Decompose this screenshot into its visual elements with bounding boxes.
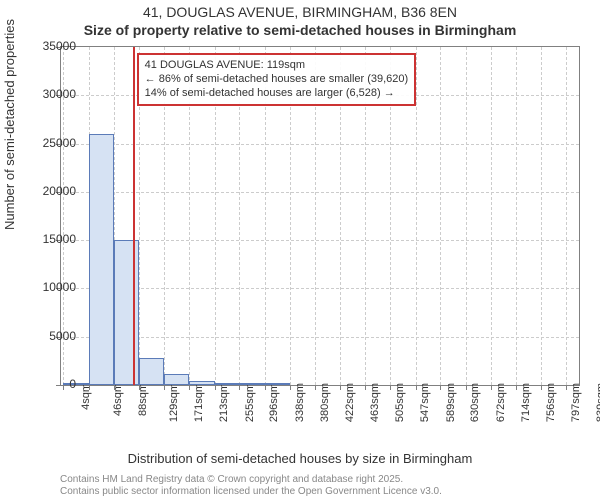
property-marker-line: [133, 47, 135, 385]
y-tick-label: 25000: [26, 136, 76, 150]
marker-annotation: 41 DOUGLAS AVENUE: 119sqm ← 86% of semi-…: [137, 53, 417, 106]
x-tick-label: 839sqm: [595, 383, 600, 422]
x-tick-mark: [440, 385, 441, 390]
x-tick-label: 422sqm: [344, 383, 356, 422]
y-tick-label: 0: [26, 377, 76, 391]
annotation-line3: 14% of semi-detached houses are larger (…: [145, 87, 409, 101]
histogram-bar: [265, 383, 290, 385]
x-tick-label: 4sqm: [80, 383, 92, 410]
annotation-line1: 41 DOUGLAS AVENUE: 119sqm: [145, 59, 409, 73]
grid-line-v: [491, 47, 492, 385]
x-tick-label: 589sqm: [445, 383, 457, 422]
x-tick-label: 171sqm: [193, 383, 205, 422]
x-tick-label: 756sqm: [545, 383, 557, 422]
grid-line-v: [541, 47, 542, 385]
x-tick-label: 672sqm: [495, 383, 507, 422]
x-tick-mark: [390, 385, 391, 390]
x-tick-label: 463sqm: [369, 383, 381, 422]
y-axis-label: Number of semi-detached properties: [2, 19, 17, 230]
x-tick-mark: [290, 385, 291, 390]
histogram-bar: [215, 383, 240, 385]
x-tick-label: 630sqm: [470, 383, 482, 422]
x-tick-label: 129sqm: [168, 383, 180, 422]
x-tick-label: 338sqm: [294, 383, 306, 422]
chart-title-sub: Size of property relative to semi-detach…: [0, 22, 600, 38]
y-tick-label: 15000: [26, 232, 76, 246]
histogram-bar: [189, 381, 214, 385]
histogram-bar: [164, 374, 189, 385]
histogram-bar: [239, 383, 264, 385]
y-tick-label: 35000: [26, 39, 76, 53]
x-axis-label: Distribution of semi-detached houses by …: [0, 451, 600, 466]
y-tick-label: 5000: [26, 329, 76, 343]
x-tick-mark: [265, 385, 266, 390]
x-tick-mark: [315, 385, 316, 390]
x-tick-mark: [466, 385, 467, 390]
x-tick-mark: [215, 385, 216, 390]
x-tick-mark: [189, 385, 190, 390]
histogram-bar: [139, 358, 164, 385]
x-tick-mark: [516, 385, 517, 390]
footer-line1: Contains HM Land Registry data © Crown c…: [60, 474, 442, 486]
attribution-footer: Contains HM Land Registry data © Crown c…: [60, 474, 442, 498]
x-tick-mark: [416, 385, 417, 390]
histogram-bar: [89, 134, 114, 385]
y-tick-label: 30000: [26, 87, 76, 101]
x-tick-label: 797sqm: [570, 383, 582, 422]
x-tick-label: 547sqm: [420, 383, 432, 422]
histogram-chart: 41, DOUGLAS AVENUE, BIRMINGHAM, B36 8EN …: [0, 0, 600, 500]
plot-area: 4sqm46sqm88sqm129sqm171sqm213sqm255sqm29…: [60, 46, 580, 386]
chart-title-main: 41, DOUGLAS AVENUE, BIRMINGHAM, B36 8EN: [0, 4, 600, 20]
histogram-bar: [114, 240, 139, 385]
annotation-line2: ← 86% of semi-detached houses are smalle…: [145, 73, 409, 87]
x-tick-mark: [541, 385, 542, 390]
x-tick-mark: [491, 385, 492, 390]
x-tick-mark: [239, 385, 240, 390]
x-tick-label: 714sqm: [520, 383, 532, 422]
grid-line-v: [440, 47, 441, 385]
x-tick-mark: [164, 385, 165, 390]
x-tick-label: 255sqm: [244, 383, 256, 422]
footer-line2: Contains public sector information licen…: [60, 486, 442, 498]
x-tick-mark: [365, 385, 366, 390]
x-tick-mark: [566, 385, 567, 390]
x-tick-label: 213sqm: [218, 383, 230, 422]
grid-line-v: [516, 47, 517, 385]
x-tick-label: 380sqm: [319, 383, 331, 422]
grid-line-v: [466, 47, 467, 385]
x-tick-mark: [114, 385, 115, 390]
x-tick-label: 296sqm: [268, 383, 280, 422]
x-tick-mark: [89, 385, 90, 390]
x-tick-label: 505sqm: [394, 383, 406, 422]
y-tick-label: 10000: [26, 280, 76, 294]
y-tick-label: 20000: [26, 184, 76, 198]
x-tick-mark: [139, 385, 140, 390]
x-tick-mark: [340, 385, 341, 390]
grid-line-v: [566, 47, 567, 385]
